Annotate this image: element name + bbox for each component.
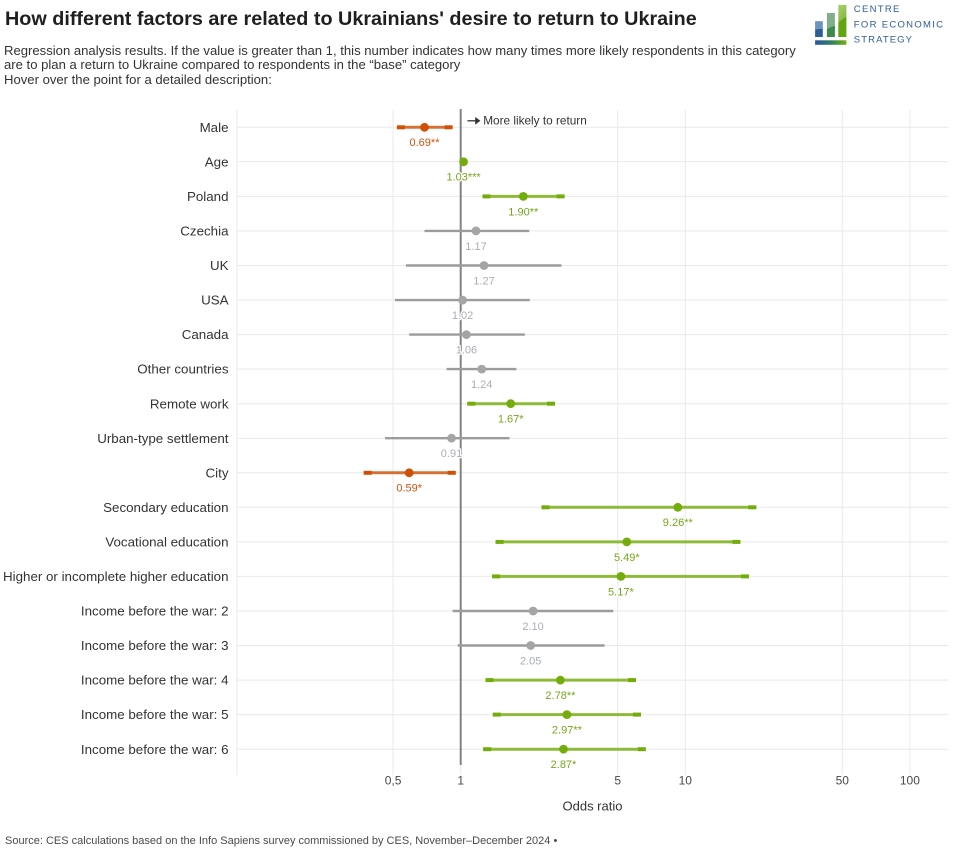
svg-text:Male: Male <box>200 120 229 135</box>
svg-text:1: 1 <box>457 774 464 788</box>
svg-text:USA: USA <box>201 293 229 308</box>
svg-text:1.90**: 1.90** <box>508 206 539 218</box>
svg-text:City: City <box>206 465 229 480</box>
svg-text:Secondary education: Secondary education <box>103 500 228 515</box>
svg-text:Income before the war: 2: Income before the war: 2 <box>81 604 229 619</box>
svg-text:Income before the war: 6: Income before the war: 6 <box>81 742 229 757</box>
svg-text:5.17*: 5.17* <box>608 586 634 598</box>
svg-text:0.69**: 0.69** <box>410 137 441 149</box>
svg-text:CENTRE: CENTRE <box>854 4 901 15</box>
svg-text:1.24: 1.24 <box>471 379 492 391</box>
svg-text:9.26**: 9.26** <box>663 517 694 529</box>
svg-text:1.17: 1.17 <box>465 241 486 253</box>
svg-text:2.05: 2.05 <box>520 655 541 667</box>
svg-text:2.78**: 2.78** <box>545 690 576 702</box>
svg-text:1.02: 1.02 <box>452 310 473 322</box>
svg-text:More likely to return: More likely to return <box>483 113 587 127</box>
svg-text:5.49*: 5.49* <box>614 552 640 564</box>
svg-text:Canada: Canada <box>182 327 229 342</box>
svg-text:10: 10 <box>679 774 693 788</box>
svg-text:Urban-type settlement: Urban-type settlement <box>97 431 229 446</box>
svg-text:STRATEGY: STRATEGY <box>854 35 913 46</box>
svg-text:Income before the war: 4: Income before the war: 4 <box>81 673 229 688</box>
svg-text:Czechia: Czechia <box>180 224 229 239</box>
svg-text:1.67*: 1.67* <box>498 414 524 426</box>
svg-text:Age: Age <box>205 154 229 169</box>
svg-text:Remote work: Remote work <box>150 396 229 411</box>
svg-text:100: 100 <box>900 774 920 788</box>
svg-text:Income before the war: 3: Income before the war: 3 <box>81 638 229 653</box>
svg-text:0.59*: 0.59* <box>396 483 422 495</box>
svg-text:50: 50 <box>836 774 850 788</box>
svg-text:2.10: 2.10 <box>522 621 543 633</box>
svg-text:Higher or incomplete higher ed: Higher or incomplete higher education <box>3 569 229 584</box>
svg-text:2.87*: 2.87* <box>551 759 577 771</box>
svg-text:0,5: 0,5 <box>385 774 402 788</box>
svg-text:2.97**: 2.97** <box>552 725 583 737</box>
svg-text:Income before the war: 5: Income before the war: 5 <box>81 707 229 722</box>
svg-text:UK: UK <box>210 258 229 273</box>
svg-text:1.06: 1.06 <box>456 345 477 357</box>
svg-text:FOR ECONOMIC: FOR ECONOMIC <box>854 19 945 30</box>
svg-text:Poland: Poland <box>187 189 229 204</box>
svg-text:1.27: 1.27 <box>473 275 494 287</box>
svg-text:Odds ratio: Odds ratio <box>563 799 623 814</box>
svg-text:5: 5 <box>614 774 621 788</box>
svg-text:0.91: 0.91 <box>441 448 462 460</box>
svg-text:Vocational education: Vocational education <box>105 535 228 550</box>
svg-text:Other countries: Other countries <box>137 362 229 377</box>
svg-text:1.03***: 1.03*** <box>446 172 481 184</box>
